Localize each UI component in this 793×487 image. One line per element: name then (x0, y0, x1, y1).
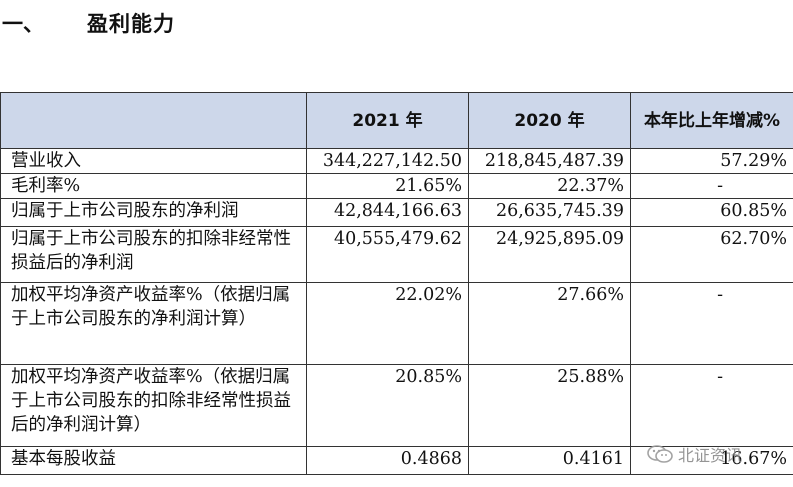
section-title: 盈利能力 (87, 12, 175, 36)
row-label: 归属于上市公司股东的扣除非经常性损益后的净利润 (0, 226, 307, 283)
value-2020: 24,925,895.09 (468, 226, 631, 283)
value-2020: 25.88% (468, 364, 631, 447)
header-item (0, 92, 307, 149)
profitability-table: 2021 年 2020 年 本年比上年增减% 营业收入 344,227,142.… (0, 92, 793, 475)
table-row: 毛利率% 21.65% 22.37% - (0, 173, 793, 199)
value-change: 60.85% (630, 198, 793, 227)
table-row: 加权平均净资产收益率%（依据归属于上市公司股东的扣除非经常性损益后的净利润计算）… (0, 364, 793, 447)
header-2021: 2021 年 (306, 92, 469, 149)
table-row: 归属于上市公司股东的净利润 42,844,166.63 26,635,745.3… (0, 198, 793, 227)
value-2021: 22.02% (306, 282, 469, 365)
value-2021: 344,227,142.50 (306, 148, 469, 174)
header-change: 本年比上年增减% (630, 92, 793, 149)
watermark: 北证资讯 (646, 442, 786, 466)
value-2020: 218,845,487.39 (468, 148, 631, 174)
row-label: 营业收入 (0, 148, 307, 174)
row-label: 毛利率% (0, 173, 307, 199)
section-number: 一、 (2, 12, 44, 36)
value-change: 57.29% (630, 148, 793, 174)
row-label: 加权平均净资产收益率%（依据归属于上市公司股东的扣除非经常性损益后的净利润计算） (0, 364, 307, 447)
value-change: - (630, 364, 793, 447)
watermark-text: 北证资讯 (678, 446, 743, 465)
value-2021: 0.4868 (306, 446, 469, 475)
value-change: - (630, 282, 793, 365)
value-change: - (630, 173, 793, 199)
value-2020: 27.66% (468, 282, 631, 365)
value-2020: 0.4161 (468, 446, 631, 475)
value-2021: 42,844,166.63 (306, 198, 469, 227)
value-2021: 40,555,479.62 (306, 226, 469, 283)
row-label: 加权平均净资产收益率%（依据归属于上市公司股东的净利润计算） (0, 282, 307, 365)
value-2021: 20.85% (306, 364, 469, 447)
section-heading: 一、 盈利能力 (0, 8, 300, 38)
value-2020: 22.37% (468, 173, 631, 199)
row-label: 归属于上市公司股东的净利润 (0, 198, 307, 227)
table-row: 基本每股收益 0.4868 0.4161 16.67% (0, 446, 793, 475)
table-row: 营业收入 344,227,142.50 218,845,487.39 57.29… (0, 148, 793, 174)
wechat-icon (646, 444, 674, 464)
header-2020: 2020 年 (468, 92, 631, 149)
value-2021: 21.65% (306, 173, 469, 199)
value-change: 16.67% (630, 446, 793, 475)
row-label: 基本每股收益 (0, 446, 307, 475)
table-row: 加权平均净资产收益率%（依据归属于上市公司股东的净利润计算） 22.02% 27… (0, 282, 793, 365)
value-2020: 26,635,745.39 (468, 198, 631, 227)
table-row: 归属于上市公司股东的扣除非经常性损益后的净利润 40,555,479.62 24… (0, 226, 793, 283)
value-change: 62.70% (630, 226, 793, 283)
table-header-row: 2021 年 2020 年 本年比上年增减% (0, 92, 793, 149)
